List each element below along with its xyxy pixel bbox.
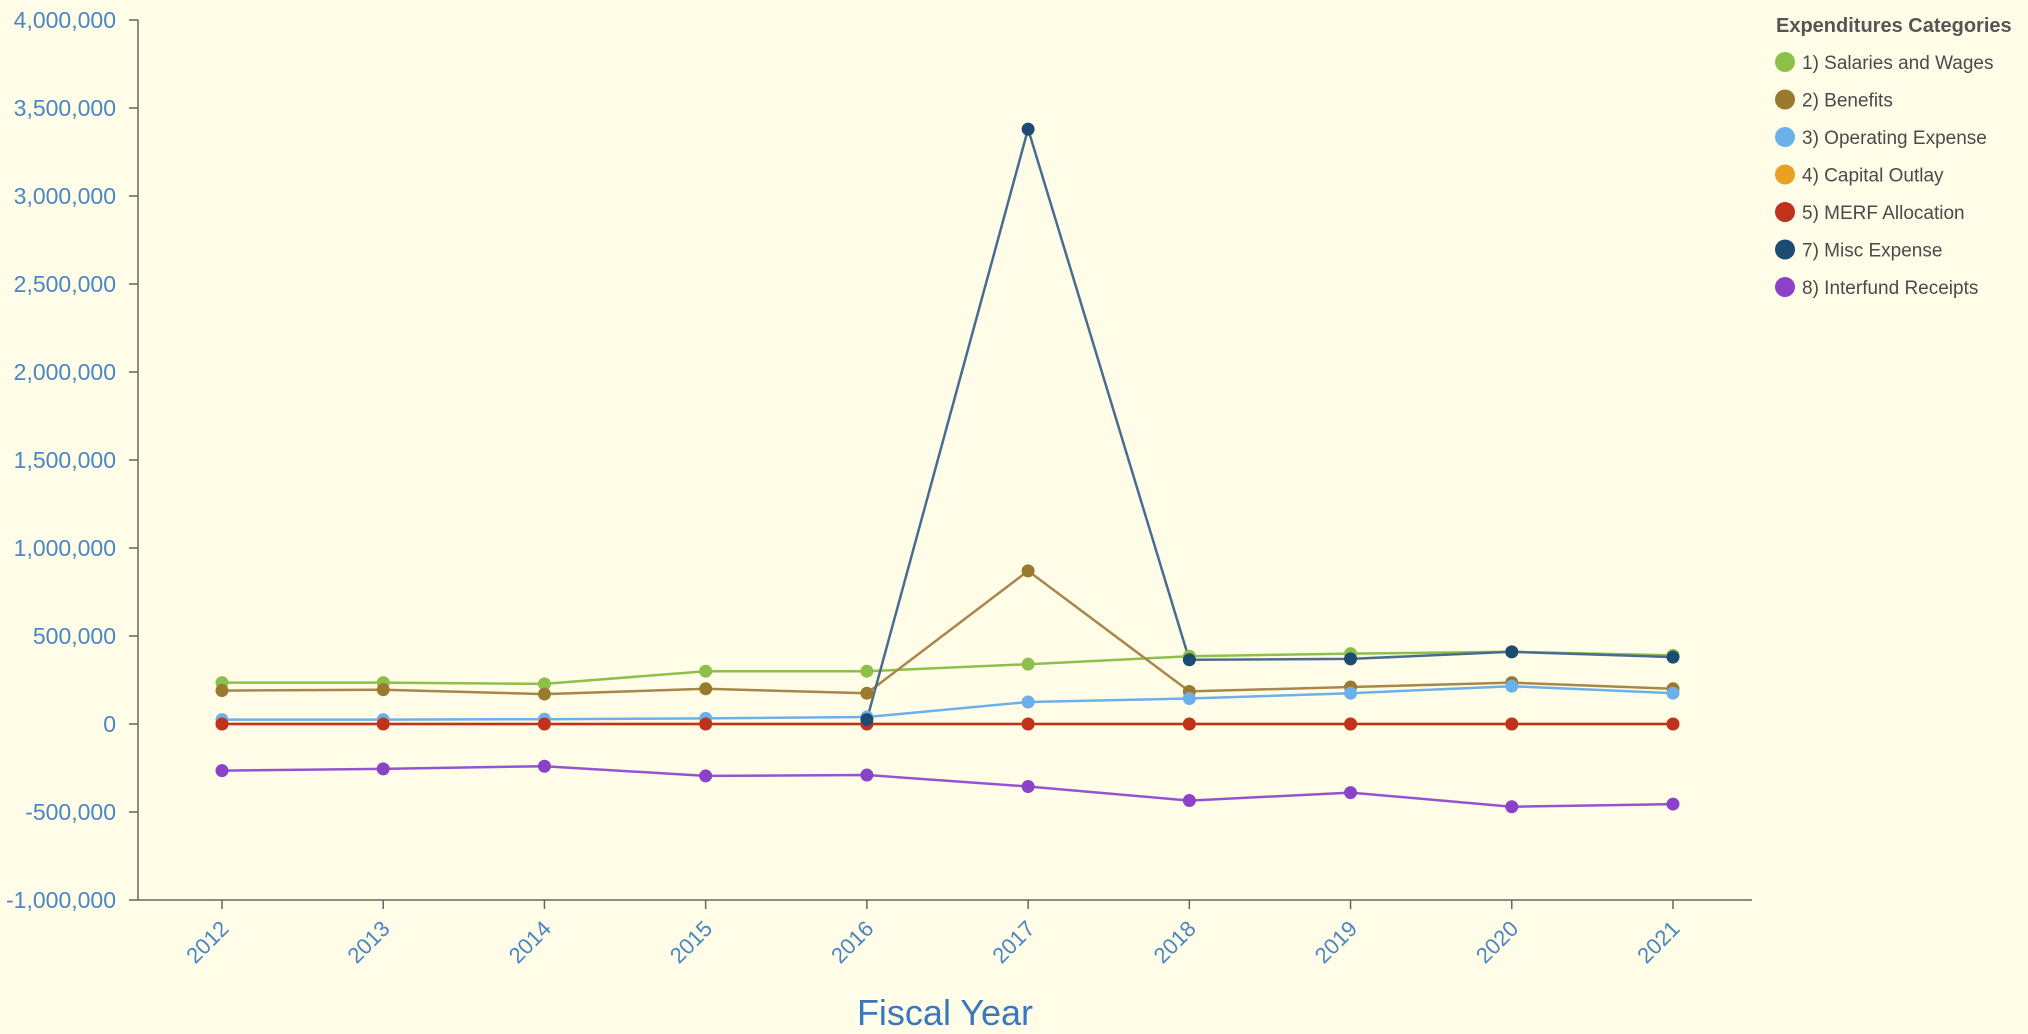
data-point[interactable] [215, 684, 229, 698]
legend-item[interactable]: 8) Interfund Receipts [1775, 277, 1978, 299]
legend-item[interactable]: 1) Salaries and Wages [1775, 52, 1994, 74]
x-tick-label: 2018 [1149, 916, 1201, 968]
y-tick-label: 3,500,000 [14, 95, 116, 121]
data-point[interactable] [1666, 650, 1680, 664]
legend-marker [1775, 52, 1795, 72]
x-axis-label: Fiscal Year [857, 992, 1033, 1033]
x-tick-label: 2015 [665, 916, 717, 968]
data-point[interactable] [860, 713, 874, 727]
data-point[interactable] [699, 682, 713, 696]
data-point[interactable] [1344, 686, 1358, 700]
data-point[interactable] [1344, 717, 1358, 731]
legend-label: 3) Operating Expense [1802, 128, 1987, 149]
data-point[interactable] [1021, 657, 1035, 671]
data-point[interactable] [1021, 695, 1035, 709]
series-line-3 [222, 684, 1674, 721]
data-point[interactable] [537, 759, 551, 773]
x-tick-label: 2017 [987, 916, 1039, 968]
x-tick-label: 2021 [1632, 916, 1684, 968]
x-axis-ticks: 2012 2013 2014 2015 2016 2017 2018 2019 2020 2021 [181, 900, 1685, 968]
data-point[interactable] [699, 769, 713, 783]
data-point[interactable] [860, 664, 874, 678]
legend-label: 8) Interfund Receipts [1802, 278, 1978, 299]
data-point[interactable] [1505, 645, 1519, 659]
data-point[interactable] [376, 683, 390, 697]
data-point[interactable] [1021, 717, 1035, 731]
legend-marker [1775, 89, 1795, 110]
data-point[interactable] [215, 717, 229, 731]
data-point[interactable] [215, 764, 229, 778]
data-point[interactable] [1182, 794, 1196, 808]
data-point[interactable] [1505, 717, 1519, 731]
data-point[interactable] [699, 717, 713, 731]
data-point[interactable] [699, 664, 713, 678]
legend: Expenditures Categories 1) Salaries and … [1775, 15, 2012, 299]
series-lines [221, 127, 1674, 808]
x-tick-label: 2019 [1310, 916, 1362, 968]
y-tick-label: -500,000 [25, 799, 116, 825]
data-point[interactable] [1505, 800, 1519, 814]
x-tick-label: 2014 [504, 916, 556, 968]
legend-item[interactable]: 4) Capital Outlay [1775, 164, 1944, 187]
series-line-7 [221, 764, 1674, 808]
legend-marker [1775, 239, 1795, 260]
legend-item[interactable]: 2) Benefits [1775, 89, 1893, 112]
data-point[interactable] [1666, 797, 1680, 811]
legend-label: 7) Misc Expense [1802, 241, 1942, 262]
data-point[interactable] [1182, 691, 1196, 705]
x-tick-label: 2016 [826, 916, 878, 968]
y-tick-label: 0 [103, 711, 116, 737]
data-point[interactable] [1021, 779, 1035, 793]
data-point[interactable] [537, 717, 551, 731]
data-point[interactable] [860, 768, 874, 782]
data-point[interactable] [1666, 717, 1680, 731]
legend-label: 4) Capital Outlay [1802, 166, 1944, 187]
data-point[interactable] [1182, 653, 1196, 667]
series-line-1 [222, 650, 1674, 686]
data-point[interactable] [537, 687, 551, 701]
y-tick-label: 1,000,000 [14, 535, 116, 561]
data-point[interactable] [1344, 652, 1358, 666]
legend-marker [1775, 202, 1795, 222]
data-point[interactable] [1021, 122, 1035, 136]
y-axis-ticks: -1,000,000 -500,000 0 500,000 1,000,000 1,500… [6, 7, 138, 913]
y-tick-label: 2,000,000 [14, 359, 116, 385]
data-point[interactable] [1344, 786, 1358, 800]
data-point[interactable] [1666, 686, 1680, 700]
legend-marker [1775, 277, 1795, 297]
y-tick-label: 3,000,000 [14, 183, 116, 209]
x-tick-label: 2020 [1471, 916, 1523, 968]
data-point[interactable] [1021, 564, 1035, 578]
data-point[interactable] [1182, 717, 1196, 731]
legend-item[interactable]: 7) Misc Expense [1775, 239, 1942, 262]
legend-label: 2) Benefits [1802, 91, 1893, 112]
data-point[interactable] [1505, 679, 1519, 693]
data-point[interactable] [376, 762, 390, 776]
y-tick-label: 500,000 [33, 623, 116, 649]
y-tick-label: 4,000,000 [14, 7, 116, 33]
data-point[interactable] [537, 677, 551, 691]
series-line-2 [221, 569, 1674, 696]
data-point[interactable] [376, 717, 390, 731]
legend-label: 5) MERF Allocation [1802, 203, 1965, 224]
y-tick-label: 2,500,000 [14, 271, 116, 297]
legend-item[interactable]: 5) MERF Allocation [1775, 202, 1965, 224]
legend-marker [1775, 164, 1795, 185]
legend-marker [1775, 127, 1795, 147]
series-points [215, 122, 1680, 814]
x-tick-label: 2012 [181, 916, 233, 968]
x-tick-label: 2013 [342, 916, 394, 968]
legend-label: 1) Salaries and Wages [1802, 53, 1994, 74]
y-tick-label: -1,000,000 [6, 887, 116, 913]
legend-items: 1) Salaries and Wages 2) Benefits 3) Opera… [1775, 52, 1994, 299]
data-point[interactable] [860, 686, 874, 700]
legend-title: Expenditures Categories [1776, 15, 2012, 37]
y-tick-label: 1,500,000 [14, 447, 116, 473]
legend-item[interactable]: 3) Operating Expense [1775, 127, 1987, 149]
series-line-6 [865, 127, 1674, 720]
